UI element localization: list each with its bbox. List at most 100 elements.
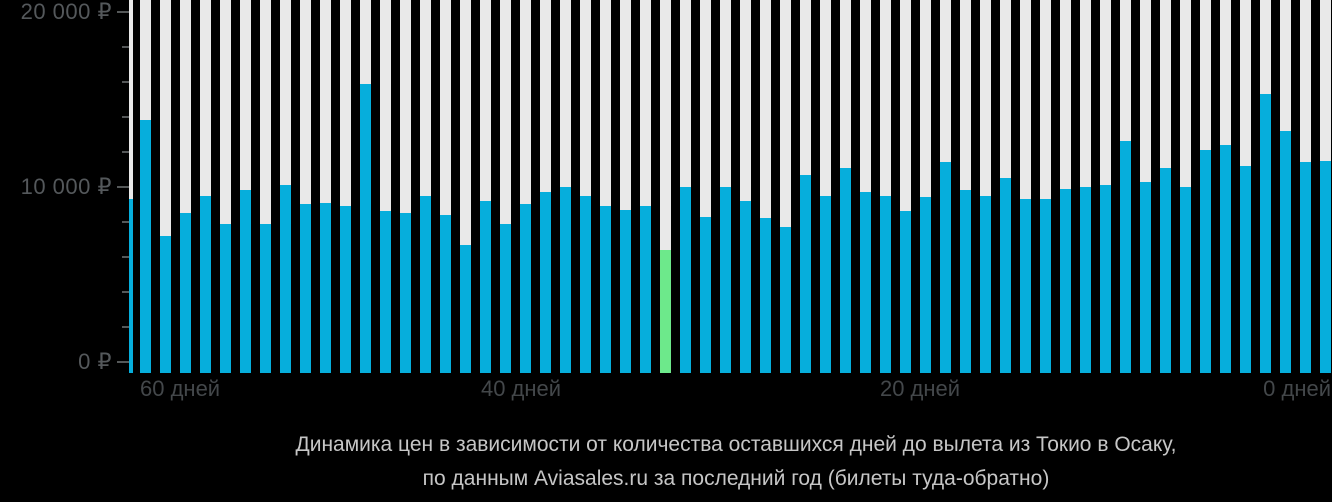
price-bar (820, 196, 831, 373)
price-bar (320, 203, 331, 373)
bar-track (1320, 0, 1331, 373)
price-bar (1000, 178, 1011, 373)
price-bar (360, 84, 371, 373)
bar-track (520, 0, 531, 373)
price-bar-highlighted (660, 250, 671, 373)
bar-track (680, 0, 691, 373)
price-bar (600, 206, 611, 373)
bar-track (380, 0, 391, 373)
price-bar (1220, 145, 1231, 373)
price-bar (920, 197, 931, 373)
bar-track (900, 0, 911, 373)
bar-track (920, 0, 931, 373)
bar-track (280, 0, 291, 373)
bar-track (740, 0, 751, 373)
price-bar (260, 224, 271, 373)
price-bar (400, 213, 411, 373)
price-bar (780, 227, 791, 373)
bar-track (840, 0, 851, 373)
price-bar (1280, 131, 1291, 373)
price-bar (1160, 168, 1171, 373)
price-bar (1200, 150, 1211, 373)
bar-track (1200, 0, 1211, 373)
chart-subtitle: по данным Aviasales.ru за последний год … (422, 467, 1050, 490)
price-bar (340, 206, 351, 373)
price-bar (480, 201, 491, 373)
bar-track (1280, 0, 1291, 373)
bar-track (540, 0, 551, 373)
bar-track (700, 0, 711, 373)
price-bar (420, 196, 431, 373)
bar-track (320, 0, 331, 373)
y-axis-minor-tick (122, 46, 130, 48)
bar-track (640, 0, 651, 373)
bar-track (260, 0, 271, 373)
price-bar (880, 196, 891, 373)
bar-track (1140, 0, 1151, 373)
price-bar (520, 204, 531, 373)
price-bar (440, 215, 451, 373)
price-bar (580, 196, 591, 373)
price-bar (1100, 185, 1111, 373)
price-bar (1120, 141, 1131, 373)
price-bar (800, 175, 811, 373)
y-axis-major-tick (117, 361, 130, 363)
price-bar (700, 217, 711, 373)
y-axis-minor-tick (122, 291, 130, 293)
bar-track (1160, 0, 1171, 373)
bar-track (1260, 0, 1271, 373)
price-bar (940, 162, 951, 373)
price-bar (980, 196, 991, 373)
price-bar (380, 211, 391, 373)
price-bar (140, 120, 151, 373)
bar-track (1120, 0, 1131, 373)
bar-track (1180, 0, 1191, 373)
y-axis-minor-tick (122, 256, 130, 258)
price-bar (640, 206, 651, 373)
y-axis-major-tick (117, 11, 130, 13)
price-bar (1300, 162, 1311, 373)
y-axis-label: 0 ₽ (78, 349, 112, 374)
price-bar (129, 199, 133, 373)
bar-track (140, 0, 151, 373)
y-axis-major-tick (117, 186, 130, 188)
y-axis-minor-tick (122, 151, 130, 153)
price-bar (180, 213, 191, 373)
bar-track (1300, 0, 1311, 373)
price-bar (540, 192, 551, 373)
bar-track (180, 0, 191, 373)
price-bar (720, 187, 731, 373)
price-bar (200, 196, 211, 373)
bar-track (780, 0, 791, 373)
price-bar (220, 224, 231, 373)
bar-track (720, 0, 731, 373)
price-bar (860, 192, 871, 373)
bar-track (940, 0, 951, 373)
price-bar (740, 201, 751, 373)
y-axis-label: 10 000 ₽ (20, 174, 112, 199)
bar-track (420, 0, 431, 373)
bar-track (1000, 0, 1011, 373)
bar-track (580, 0, 591, 373)
bar-track (1220, 0, 1231, 373)
bar-track (880, 0, 891, 373)
price-bar (1040, 199, 1051, 373)
price-bar (240, 190, 251, 373)
bar-track (460, 0, 471, 373)
x-axis-label: 0 дней (1263, 376, 1331, 401)
price-bar (1180, 187, 1191, 373)
price-bar (900, 211, 911, 373)
bar-track (440, 0, 451, 373)
bar-track (1040, 0, 1051, 373)
price-bar (1240, 166, 1251, 373)
y-axis-minor-tick (122, 221, 130, 223)
bar-track (340, 0, 351, 373)
price-bar (1080, 187, 1091, 373)
x-axis-label: 40 дней (480, 376, 562, 401)
price-bar (280, 185, 291, 373)
y-axis-minor-tick (122, 326, 130, 328)
price-bar (1260, 94, 1271, 373)
chart-title: Динамика цен в зависимости от количества… (295, 433, 1177, 456)
price-bar (560, 187, 571, 373)
